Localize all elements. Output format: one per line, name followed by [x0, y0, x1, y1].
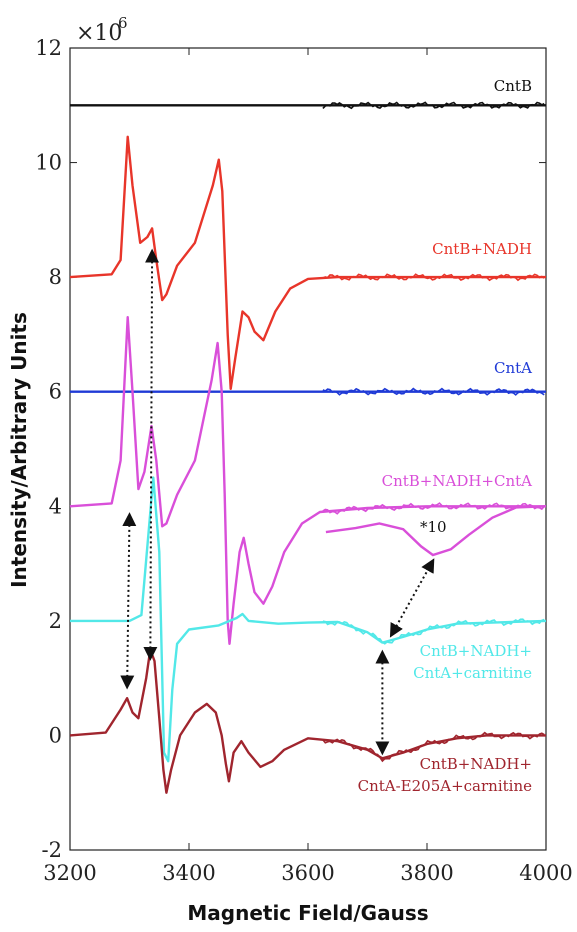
- series-line-5: [69, 648, 546, 794]
- series-lines: [69, 101, 547, 794]
- inset-annotation: *10: [420, 518, 447, 536]
- series-label-2: CntA: [494, 359, 532, 377]
- y-multiplier-exponent: 6: [118, 14, 128, 32]
- arrow-group: [120, 248, 435, 756]
- series-line-3: [69, 316, 546, 645]
- dotted-arrow-3: [389, 558, 435, 638]
- y-tick-label: 10: [35, 151, 62, 175]
- y-tick-label: 0: [49, 723, 62, 747]
- x-tick-label: 3200: [43, 861, 96, 885]
- plot-frame: [69, 47, 547, 851]
- y-tick-label: 12: [35, 36, 62, 60]
- x-tick-label: 3400: [162, 861, 215, 885]
- series-label-1: CntB+NADH: [432, 240, 532, 258]
- y-tick-label: 6: [49, 380, 62, 404]
- y-tick-label: 2: [49, 609, 62, 633]
- x-axis-label: Magnetic Field/Gauss: [187, 901, 428, 925]
- y-multiplier: ×10: [76, 21, 122, 46]
- series-label-3: CntB+NADH+CntA: [382, 472, 533, 490]
- series-noise-0: [322, 101, 545, 110]
- series-label-6: CntB+NADH+: [420, 755, 532, 773]
- series-labels: CntB CntB+NADH CntA CntB+NADH+CntA CntB+NADH…: [358, 77, 533, 795]
- dotted-arrow-1: [120, 512, 137, 690]
- series-label-7: CntA-E205A+carnitine: [358, 777, 533, 795]
- inset-line-0: [325, 505, 547, 557]
- x-tick-label: 4000: [519, 861, 572, 885]
- series-line-1: [69, 135, 546, 390]
- series-noise-5: [322, 731, 545, 763]
- y-tick-label: -2: [42, 838, 62, 862]
- x-tick-label: 3800: [400, 861, 453, 885]
- y-tick-label: 4: [49, 494, 62, 518]
- series-label-5: CntA+carnitine: [413, 664, 532, 682]
- x-tick-group: 3200 3400 3600 3800 4000: [43, 48, 573, 885]
- dotted-arrow-0: [143, 248, 160, 661]
- series-noise-2: [322, 387, 545, 396]
- series-noise-1: [322, 273, 545, 282]
- x-tick-label: 3600: [281, 861, 334, 885]
- series-label-0: CntB: [494, 77, 532, 95]
- series-noise-4: [322, 618, 545, 645]
- series-noise-3: [322, 502, 545, 515]
- y-axis-label: Intensity/Arbitrary Units: [7, 312, 31, 588]
- y-tick-label: 8: [49, 265, 62, 289]
- series-label-4: CntB+NADH+: [420, 642, 532, 660]
- y-tick-group: -2 0 2 4 6 8 10 12: [35, 36, 546, 862]
